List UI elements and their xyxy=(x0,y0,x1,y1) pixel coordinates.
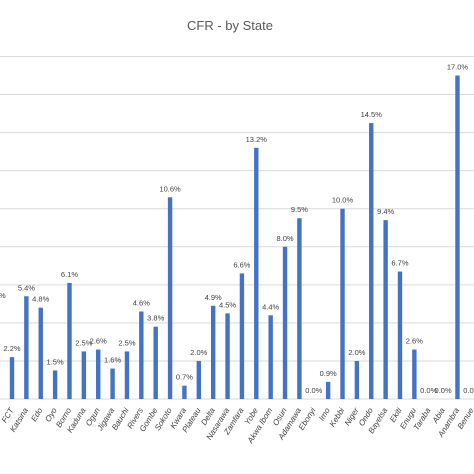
bar-bayelsa xyxy=(383,220,388,399)
data-label: 2.5% xyxy=(75,338,92,347)
data-label: 0.0% xyxy=(420,386,437,395)
bar-oyo xyxy=(52,370,58,399)
bar-nasarawa xyxy=(225,313,230,399)
bar-delta xyxy=(210,305,216,399)
bar-ondo xyxy=(369,123,374,399)
bar-kwara xyxy=(182,385,187,399)
data-label: 14.5% xyxy=(361,110,383,119)
data-label: 8.0% xyxy=(276,234,293,243)
bar-edo xyxy=(38,307,43,399)
data-label: 6.6% xyxy=(233,260,250,269)
bar-gombe xyxy=(153,326,158,399)
data-label: 6.7% xyxy=(391,259,408,268)
bar-adamawa xyxy=(297,218,302,399)
data-labels: 2.2%5.4%4.8%1.5%6.1%2.5%2.6%1.6%2.5%4.6%… xyxy=(3,63,474,395)
bar-anambra xyxy=(455,75,460,400)
data-label: 4.4% xyxy=(262,302,279,311)
bar-plateau xyxy=(196,360,202,399)
data-label: 9.4% xyxy=(377,207,394,216)
chart-title: CFR - by State xyxy=(187,18,273,33)
bar-zamfara xyxy=(239,273,245,399)
bar-borno xyxy=(67,282,72,399)
data-label: 0.0% xyxy=(305,386,322,395)
data-label: 2.0% xyxy=(348,348,365,357)
bar-katsina xyxy=(24,296,29,399)
bar-akwa-ibom xyxy=(268,315,273,399)
bar-bauchi xyxy=(124,351,130,399)
bar-rivers xyxy=(139,311,144,399)
bar-niger xyxy=(354,360,360,399)
cropped-left-label: % xyxy=(0,291,6,300)
data-label: 4.8% xyxy=(32,295,49,304)
data-label: 1.5% xyxy=(47,357,64,366)
data-label: 0.9% xyxy=(320,369,337,378)
bar-ekiti xyxy=(397,271,403,399)
bar-sokoto xyxy=(167,197,173,399)
bar-osun xyxy=(282,246,288,399)
bar-enugu xyxy=(412,349,417,399)
data-label: 6.1% xyxy=(61,270,78,279)
data-label: 2.5% xyxy=(118,338,135,347)
data-label: 10.0% xyxy=(332,196,354,205)
data-label: 0.7% xyxy=(176,373,193,382)
data-label: 4.5% xyxy=(219,300,236,309)
data-label: 1.6% xyxy=(104,356,121,365)
data-label: 2.0% xyxy=(190,348,207,357)
bar-yobe xyxy=(254,147,259,399)
bar-kebbi xyxy=(340,208,345,399)
bar-jigawa xyxy=(110,368,115,399)
bar-fct xyxy=(9,357,15,399)
bar-imo xyxy=(325,381,331,399)
data-label: 5.4% xyxy=(18,283,35,292)
data-label: 13.2% xyxy=(246,135,268,144)
bars xyxy=(9,75,460,400)
data-label: 9.5% xyxy=(291,205,308,214)
data-label: 4.9% xyxy=(205,293,222,302)
bar-kaduna xyxy=(81,351,87,399)
data-label: 0.0% xyxy=(435,386,452,395)
data-label: 10.6% xyxy=(159,184,181,193)
data-label: 2.6% xyxy=(406,337,423,346)
gridlines xyxy=(0,56,474,400)
data-label: 2.2% xyxy=(3,344,20,353)
bar-ogun xyxy=(96,349,101,399)
data-label: 3.8% xyxy=(147,314,164,323)
data-label: 2.6% xyxy=(90,337,107,346)
data-label: 4.6% xyxy=(133,298,150,307)
data-label: 17.0% xyxy=(447,63,469,72)
data-label: 0.0% xyxy=(463,386,474,395)
